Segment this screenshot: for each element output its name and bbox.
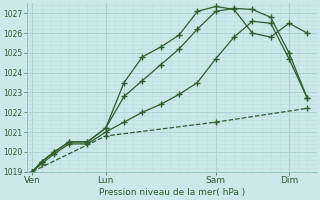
X-axis label: Pression niveau de la mer( hPa ): Pression niveau de la mer( hPa ) — [99, 188, 245, 197]
